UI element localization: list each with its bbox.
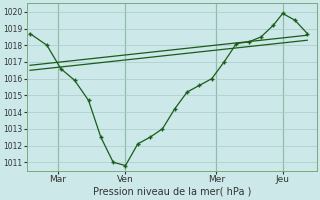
X-axis label: Pression niveau de la mer( hPa ): Pression niveau de la mer( hPa ) [92,187,251,197]
